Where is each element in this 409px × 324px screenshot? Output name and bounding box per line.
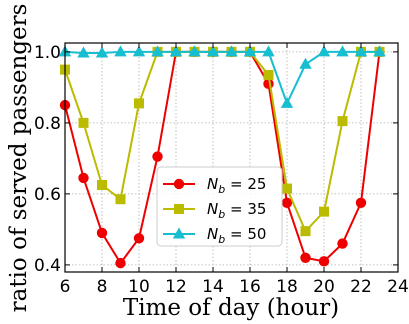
- legend-label: Nb = 35: [207, 200, 266, 221]
- legend-marker: [174, 204, 184, 214]
- data-point: [114, 45, 127, 57]
- data-point: [225, 45, 238, 57]
- data-point: [133, 233, 145, 244]
- data-point: [318, 256, 330, 267]
- data-point: [97, 180, 107, 191]
- data-point: [152, 151, 163, 162]
- data-point: [317, 45, 331, 57]
- legend: Nb = 25 Nb = 35 Nb = 50: [156, 166, 283, 247]
- data-point: [115, 257, 126, 269]
- x-tick-label: 10: [128, 277, 150, 297]
- data-point: [337, 238, 348, 249]
- data-point: [373, 45, 386, 57]
- data-point: [262, 45, 275, 57]
- plot-frame: [64, 42, 399, 273]
- data-point: [263, 69, 274, 80]
- x-tick-label: 6: [60, 277, 71, 297]
- data-point: [243, 45, 257, 57]
- data-point: [280, 96, 294, 108]
- y-tick-label: 0.4: [34, 256, 61, 276]
- data-point: [355, 197, 367, 208]
- series-line: [64, 50, 380, 105]
- data-point: [188, 45, 201, 57]
- data-point: [132, 45, 146, 57]
- legend-label: Nb = 25: [207, 175, 266, 196]
- legend-label: Nb = 50: [207, 225, 266, 246]
- data-point: [282, 183, 292, 194]
- x-tick-label: 8: [97, 277, 108, 297]
- x-tick-label: 22: [350, 277, 372, 297]
- data-point: [337, 116, 348, 127]
- y-axis-label: ratio of served passengers: [6, 4, 32, 313]
- axis-ticks: 6 8 10 12 14 16 18 20 22 24 0.4 0.6 0.8 1.0: [34, 43, 409, 297]
- y-tick-label: 1.0: [34, 43, 61, 63]
- x-tick-label: 18: [276, 277, 298, 297]
- x-tick-label: 14: [202, 277, 224, 297]
- data-point: [77, 46, 90, 58]
- data-point: [151, 45, 164, 57]
- legend-marker: [173, 178, 185, 190]
- y-tick-label: 0.6: [34, 185, 61, 205]
- x-tick-label: 20: [313, 277, 335, 297]
- series-layer: [58, 45, 386, 269]
- legend-box: [156, 166, 283, 247]
- data-point: [354, 45, 368, 57]
- data-point: [169, 45, 183, 57]
- data-point: [300, 226, 311, 237]
- data-point: [95, 46, 109, 58]
- data-point: [299, 57, 312, 69]
- x-tick-label: 12: [165, 277, 187, 297]
- data-point: [319, 206, 329, 217]
- data-point: [134, 98, 144, 109]
- x-axis-label: Time of day (hour): [123, 295, 339, 321]
- data-point: [281, 197, 293, 208]
- data-point: [300, 252, 311, 263]
- data-point: [206, 45, 220, 57]
- data-point: [336, 45, 349, 57]
- y-tick-label: 0.8: [34, 114, 61, 134]
- data-point: [96, 227, 108, 239]
- x-tick-label: 16: [239, 277, 261, 297]
- data-point: [78, 172, 89, 184]
- legend-marker: [172, 227, 186, 239]
- x-tick-label: 24: [387, 277, 409, 297]
- data-point: [78, 117, 89, 128]
- data-point: [115, 194, 126, 205]
- series-50: [58, 45, 386, 108]
